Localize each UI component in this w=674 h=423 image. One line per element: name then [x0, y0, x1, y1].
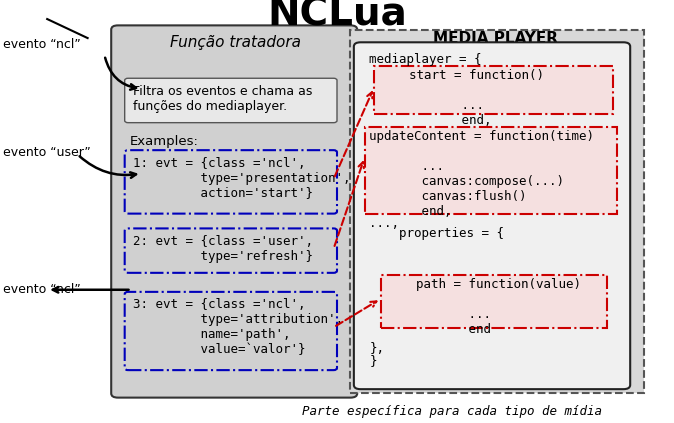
Text: updateContent = function(time)

       ...
       canvas:compose(...)
       can: updateContent = function(time) ... canva… [369, 130, 594, 218]
FancyBboxPatch shape [381, 275, 607, 328]
Text: 3: evt = {class ='ncl',
         type='attribution',
         name='path',
     : 3: evt = {class ='ncl', type='attributio… [133, 298, 344, 356]
FancyBboxPatch shape [125, 78, 337, 123]
Text: MEDIA PLAYER: MEDIA PLAYER [433, 30, 558, 46]
Text: path = function(value)

           ...
           end: path = function(value) ... end [386, 278, 580, 336]
Text: Examples:: Examples: [129, 135, 198, 148]
Text: evento “user”: evento “user” [3, 146, 91, 159]
Text: mediaplayer = {: mediaplayer = { [369, 53, 482, 66]
Text: evento “ncl”: evento “ncl” [3, 283, 81, 296]
Text: 1: evt = {class ='ncl',
         type='presentation',
         action='start'}: 1: evt = {class ='ncl', type='presentati… [133, 157, 351, 200]
FancyBboxPatch shape [354, 42, 630, 389]
FancyBboxPatch shape [125, 150, 337, 214]
FancyBboxPatch shape [374, 66, 613, 114]
FancyBboxPatch shape [350, 30, 644, 393]
Text: Parte específica para cada tipo de mídia: Parte específica para cada tipo de mídia [301, 405, 602, 418]
Text: Filtra os eventos e chama as
funções do mediaplayer.: Filtra os eventos e chama as funções do … [133, 85, 313, 113]
Text: evento “ncl”: evento “ncl” [3, 38, 81, 51]
FancyBboxPatch shape [125, 228, 337, 273]
FancyBboxPatch shape [125, 292, 337, 370]
Text: }: } [369, 354, 377, 367]
Text: start = function()

           ...
           end,: start = function() ... end, [379, 69, 544, 127]
Text: ...,: ..., [369, 217, 400, 230]
Text: properties = {: properties = { [369, 227, 504, 240]
Text: },: }, [369, 343, 384, 355]
FancyBboxPatch shape [365, 127, 617, 214]
FancyBboxPatch shape [111, 25, 357, 398]
Text: 2: evt = {class ='user',
         type='refresh'}: 2: evt = {class ='user', type='refresh'} [133, 235, 313, 263]
Text: NCLua: NCLua [267, 0, 407, 34]
Text: Função tratadora: Função tratadora [171, 35, 301, 50]
